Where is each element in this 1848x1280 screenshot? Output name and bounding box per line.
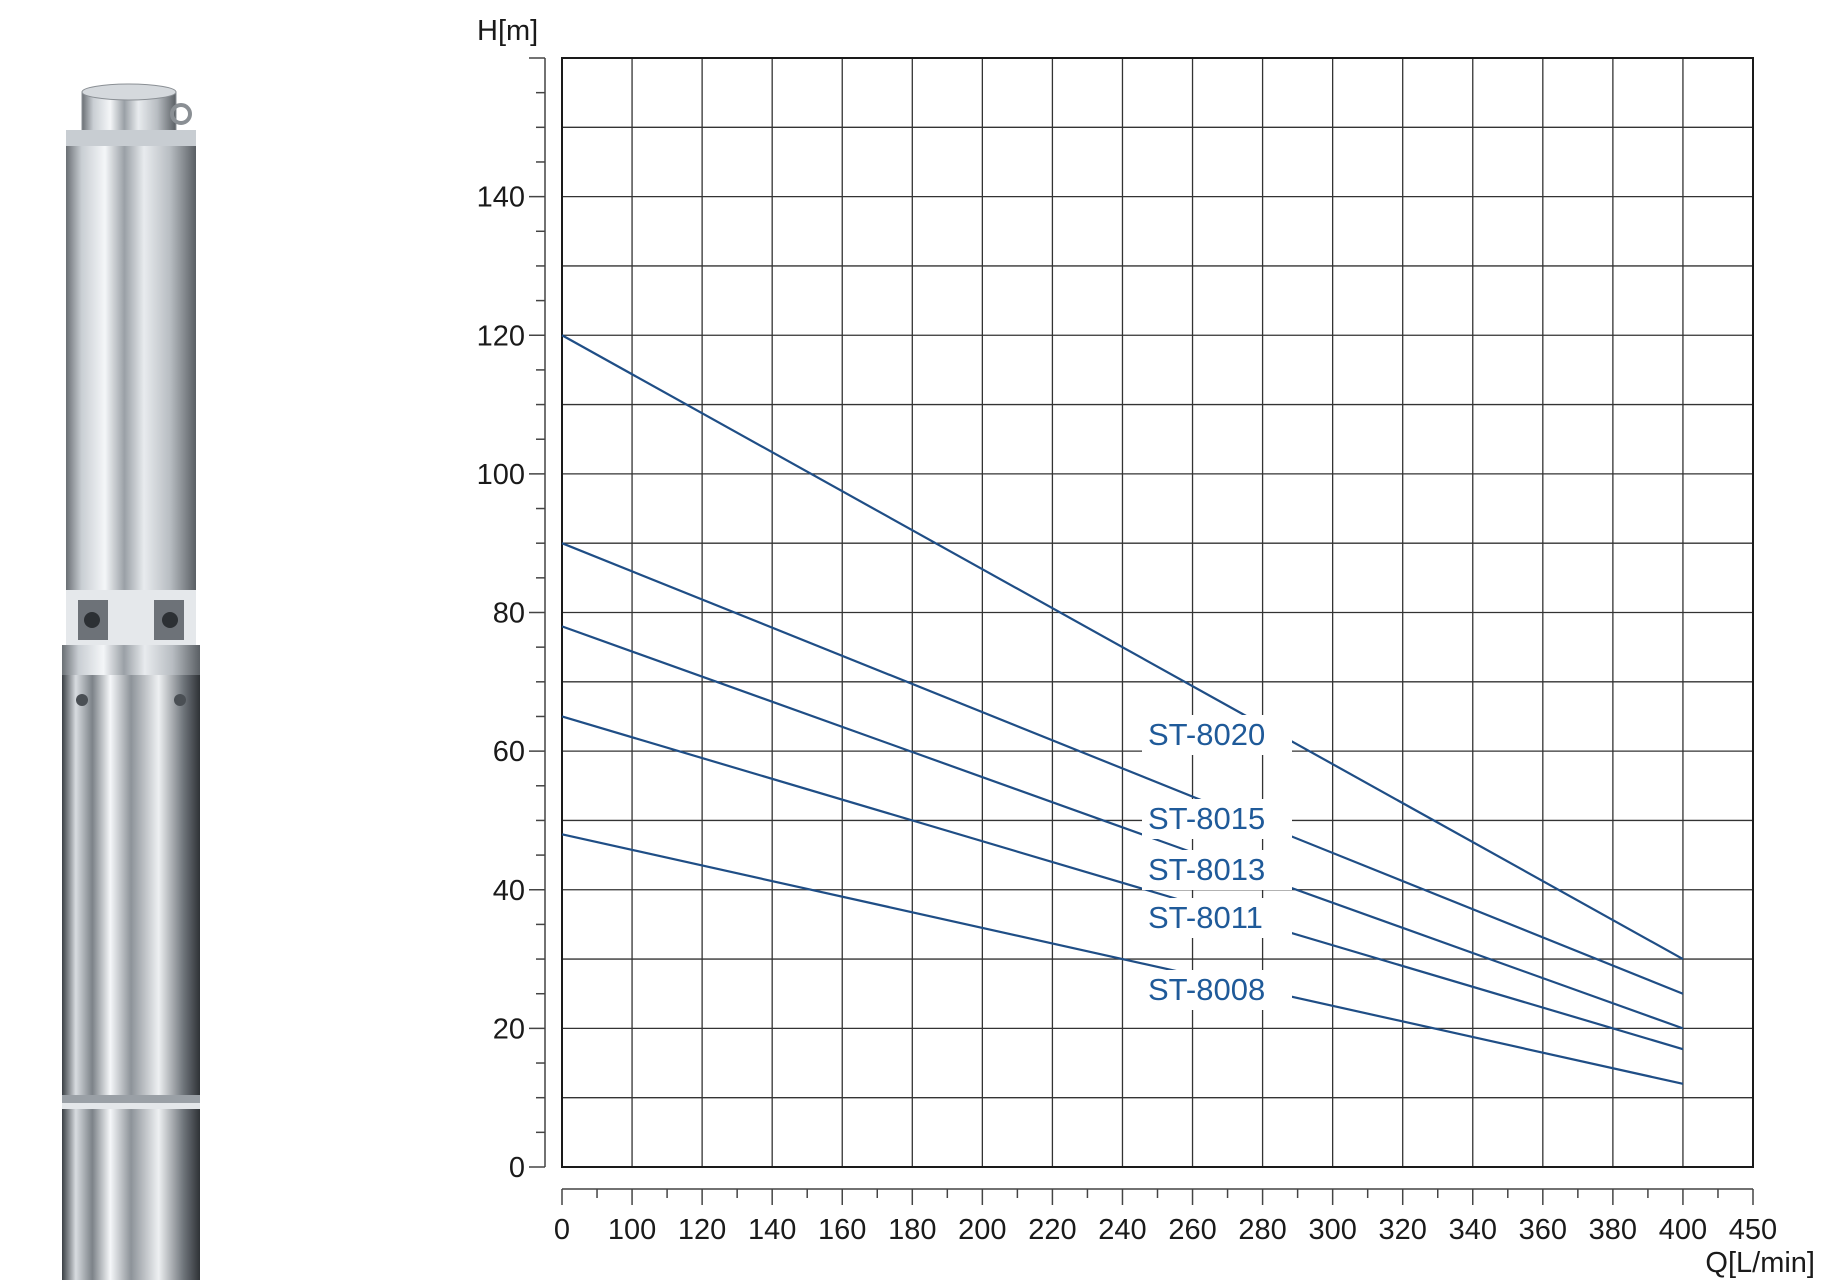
series-label: ST-8008 — [1148, 972, 1265, 1007]
series-label-background — [1142, 799, 1292, 839]
series-line — [561, 334, 1684, 961]
plot-area-border — [561, 57, 1754, 1168]
x-tick-label: 120 — [678, 1214, 726, 1246]
y-tick-label: 140 — [477, 182, 525, 214]
y-axis-title: H[m] — [477, 15, 538, 47]
series-line — [561, 715, 1684, 1051]
y-tick-label: 40 — [493, 875, 525, 907]
x-tick-label: 450 — [1729, 1214, 1777, 1246]
x-axis: 0 100 120 140 160 180 200 220 240 260 280 300 320 340… — [554, 1188, 1777, 1246]
series-label: ST-8020 — [1148, 717, 1265, 752]
x-tick-label: 220 — [1028, 1214, 1076, 1246]
series-label: ST-8013 — [1148, 852, 1265, 887]
x-tick-label: 100 — [608, 1214, 656, 1246]
x-tick-label: 340 — [1449, 1214, 1497, 1246]
x-tick-label: 320 — [1379, 1214, 1427, 1246]
x-tick-label: 240 — [1098, 1214, 1146, 1246]
x-tick-label: 400 — [1659, 1214, 1707, 1246]
x-tick-label: 300 — [1308, 1214, 1356, 1246]
x-axis-title: Q[L/min] — [1705, 1247, 1815, 1279]
series-label-background — [1142, 850, 1292, 890]
x-tick-label: 0 — [554, 1214, 570, 1246]
y-axis: 0 20 40 60 80 100 120 140 — [477, 57, 546, 1184]
series-label-background — [1142, 715, 1292, 755]
series-label-background — [1142, 970, 1292, 1010]
x-tick-label: 280 — [1238, 1214, 1286, 1246]
submersible-pump-image — [62, 83, 200, 1280]
x-tick-label: 380 — [1589, 1214, 1637, 1246]
y-tick-label: 20 — [493, 1013, 525, 1045]
series-label: ST-8011 — [1148, 900, 1263, 935]
series-labels: ST-8020 ST-8015 ST-8013 ST-8011 ST-8008 — [1142, 715, 1292, 1010]
y-tick-label: 120 — [477, 320, 525, 352]
series-line — [561, 833, 1684, 1085]
y-tick-label: 80 — [493, 598, 525, 630]
x-tick-label: 160 — [818, 1214, 866, 1246]
x-tick-label: 360 — [1519, 1214, 1567, 1246]
series-lines — [561, 334, 1684, 1085]
series-line — [561, 542, 1684, 995]
x-tick-label: 200 — [958, 1214, 1006, 1246]
x-tick-label: 140 — [748, 1214, 796, 1246]
y-tick-label: 0 — [509, 1152, 525, 1184]
series-label-background — [1142, 898, 1292, 938]
series-line — [561, 625, 1684, 1030]
x-tick-label: 260 — [1168, 1214, 1216, 1246]
y-tick-label: 100 — [477, 459, 525, 491]
series-label: ST-8015 — [1148, 801, 1265, 836]
y-tick-label: 60 — [493, 736, 525, 768]
x-tick-label: 180 — [888, 1214, 936, 1246]
